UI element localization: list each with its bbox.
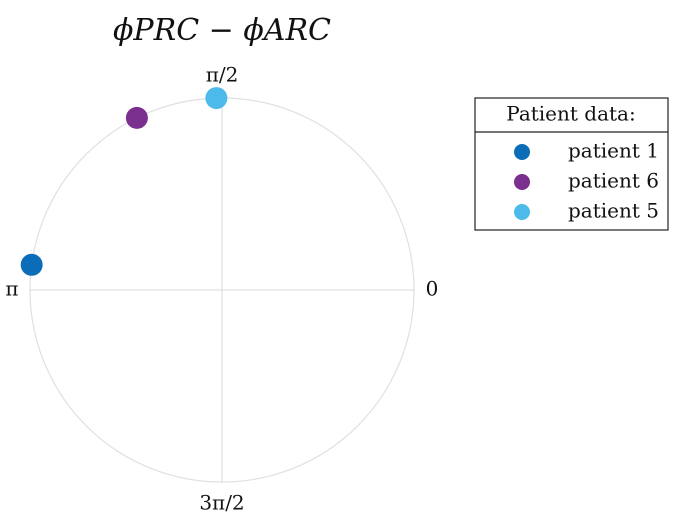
chart-title: ϕPRC − ϕARC: [113, 13, 331, 48]
angle-tick-label: 3π/2: [199, 491, 244, 515]
legend-label: patient 5: [568, 199, 659, 223]
legend-marker: [514, 144, 530, 160]
angle-tick-label: π/2: [206, 63, 239, 87]
legend-label: patient 1: [568, 139, 659, 163]
angle-tick-label: 0: [426, 277, 439, 301]
legend-marker: [514, 174, 530, 190]
point: [125, 106, 148, 129]
legend-marker: [514, 204, 530, 220]
point: [205, 87, 228, 110]
legend-label: patient 6: [568, 169, 659, 193]
legend-title: Patient data:: [506, 102, 635, 126]
angle-tick-label: π: [5, 277, 18, 301]
point: [20, 253, 43, 276]
legend-box: [474, 97, 669, 231]
